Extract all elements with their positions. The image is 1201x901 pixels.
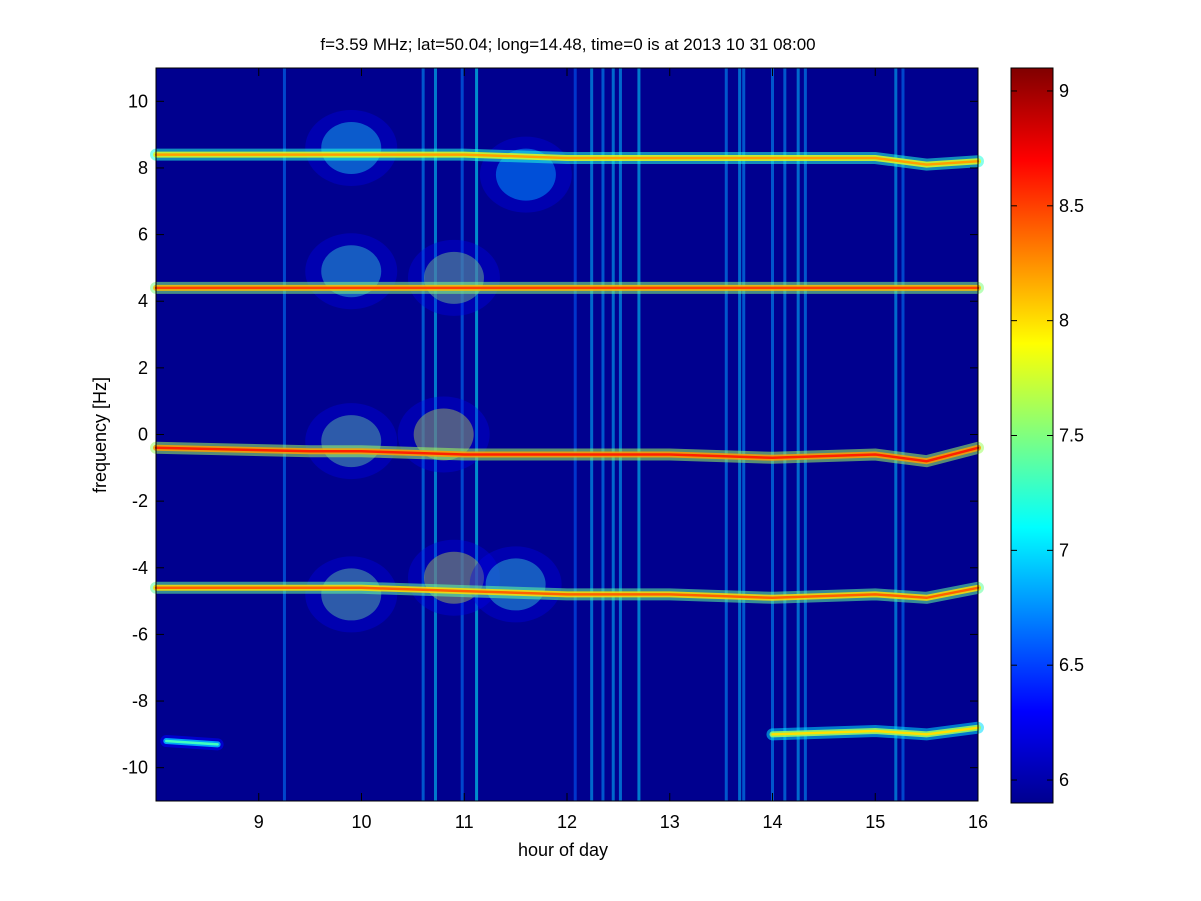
colorbar-tick-label: 8.5 [1059,196,1084,216]
y-tick-label: -2 [132,491,148,511]
y-tick-label: 10 [128,91,148,111]
trace-core [154,446,980,463]
colorbar-gradient [1011,68,1053,803]
vertical-stripe [724,68,728,801]
disturbance-halo [305,556,398,633]
disturbance-halo [479,136,572,213]
vertical-stripe [475,68,479,801]
x-tick-label: 11 [455,812,474,832]
y-tick-label: -8 [132,691,148,711]
vertical-stripe [783,68,787,801]
x-tick-label: 14 [762,812,782,832]
vertical-stripe [601,68,605,801]
colorbar-tick-label: 7.5 [1059,426,1084,446]
colorbar: 9 8.5 8 7.5 7 6.5 6 [1010,67,1084,804]
y-tick-label: -4 [132,558,148,578]
trace-core [165,739,219,746]
x-tick-label: 10 [351,812,371,832]
y-tick-label: 4 [138,291,148,311]
y-tick-label: 8 [138,158,148,178]
disturbance-blob [321,121,382,174]
colorbar-ticks: 9 8.5 8 7.5 7 6.5 6 [1011,81,1084,790]
x-tick-label: 13 [660,812,680,832]
disturbance-halo [305,403,398,480]
y-tick-label: 6 [138,225,148,245]
colorbar-tick-label: 6 [1059,770,1069,790]
y-tick-label: 0 [138,425,148,445]
y-tick-label: -6 [132,624,148,644]
chart-title: f=3.59 MHz; lat=50.04; long=14.48, time=… [320,35,815,54]
vertical-stripe [771,68,774,801]
x-tick-label: 9 [254,812,264,832]
x-tick-label: 16 [968,812,988,832]
heatmap-marks [150,68,984,801]
x-axis-label: hour of day [518,840,608,860]
vertical-stripe [796,68,800,801]
vertical-stripe [742,68,746,801]
disturbance-blob [321,568,382,621]
plot-area [150,67,984,802]
trace-core [154,586,980,600]
vertical-stripe [738,68,742,801]
y-axis-label: frequency [Hz] [90,377,110,493]
disturbance-halo [407,239,500,316]
vertical-stripe [282,68,286,801]
vertical-stripe [618,68,622,801]
vertical-stripe [611,68,615,801]
y-axis: 10 8 6 4 2 0 -2 -4 -6 -8 -10 [122,91,978,778]
x-tick-label: 12 [557,812,577,832]
disturbance-halo [305,109,398,186]
disturbance-halo [397,396,490,473]
x-axis: 9 10 11 12 13 14 15 16 [254,68,988,832]
vertical-stripe [803,68,807,801]
disturbance-halo [305,233,398,310]
vertical-stripe [894,68,898,801]
plot-background [156,68,978,801]
vertical-stripe [573,68,577,801]
disturbance-halo [469,546,562,623]
vertical-stripe [901,68,905,801]
trace-core [771,726,980,736]
y-tick-label: 2 [138,358,148,378]
vertical-stripe [590,68,594,801]
y-tick-label: -10 [122,758,148,778]
colorbar-tick-label: 7 [1059,540,1069,560]
trace-core [154,153,980,166]
colorbar-tick-label: 8 [1059,311,1069,331]
x-tick-label: 15 [865,812,885,832]
colorbar-tick-label: 9 [1059,81,1069,101]
colorbar-tick-label: 6.5 [1059,655,1084,675]
vertical-stripe [637,68,641,801]
